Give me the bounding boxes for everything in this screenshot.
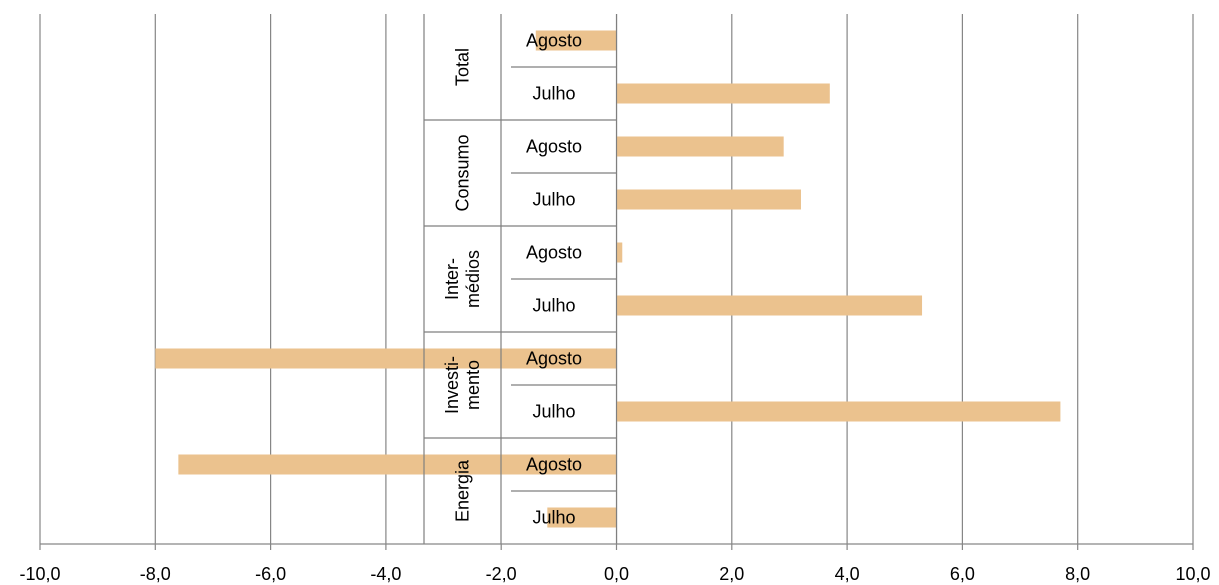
group-label: Total	[453, 48, 473, 86]
x-tick-label: 0,0	[604, 564, 629, 584]
subcategory-label: Agosto	[526, 455, 582, 475]
x-tick-label: 2,0	[719, 564, 744, 584]
bar-investi-mento-julho	[616, 401, 1061, 422]
group-label: Investi-	[442, 356, 462, 414]
subcategory-label: Agosto	[526, 349, 582, 369]
x-tick-label: -6,0	[255, 564, 286, 584]
group-label: Consumo	[453, 134, 473, 211]
group-label: Inter-	[442, 258, 462, 300]
x-tick-label: 10,0	[1175, 564, 1210, 584]
subcategory-label: Agosto	[526, 137, 582, 157]
category-axis: Agosto Julho Agosto Julho Agosto Julho Agosto J…	[423, 14, 618, 544]
subcategory-label: Julho	[532, 190, 575, 210]
bar-total-julho	[616, 83, 830, 104]
subcategory-label: Agosto	[526, 31, 582, 51]
x-tick-label: 8,0	[1065, 564, 1090, 584]
bar-consumo-agosto	[616, 136, 784, 157]
group-label: mento	[463, 360, 483, 410]
subcategory-label: Agosto	[526, 243, 582, 263]
subcategory-label: Julho	[532, 508, 575, 528]
group-label-group: Consumo	[453, 134, 473, 211]
group-label: Energia	[453, 459, 473, 522]
group-label-group: Inter-médios	[442, 250, 483, 308]
subcategory-label: Julho	[532, 84, 575, 104]
bar-energia-julho	[547, 507, 617, 528]
group-label-group: Energia	[453, 459, 473, 522]
subcategory-label: Julho	[532, 296, 575, 316]
x-tick-label: 4,0	[835, 564, 860, 584]
bars	[155, 30, 1061, 528]
bar-inter-m-dios-agosto	[616, 242, 623, 263]
x-axis: -10,0 -8,0 -6,0 -4,0 -2,0 0,0 2,0 4,0 6,0 8,0 10,0	[19, 543, 1211, 584]
group-label: médios	[463, 250, 483, 308]
bar-energia-agosto	[178, 454, 617, 475]
x-tick-label: -10,0	[19, 564, 60, 584]
bar-consumo-julho	[616, 189, 801, 210]
x-tick-label: -4,0	[370, 564, 401, 584]
group-label-group: Total	[453, 48, 473, 86]
x-tick-label: 6,0	[950, 564, 975, 584]
bar-inter-m-dios-julho	[616, 295, 923, 316]
group-label-group: Investi-mento	[442, 356, 483, 414]
subcategory-label: Julho	[532, 402, 575, 422]
x-tick-label: -2,0	[486, 564, 517, 584]
bar-total-agosto	[535, 30, 617, 51]
x-tick-label: -8,0	[140, 564, 171, 584]
